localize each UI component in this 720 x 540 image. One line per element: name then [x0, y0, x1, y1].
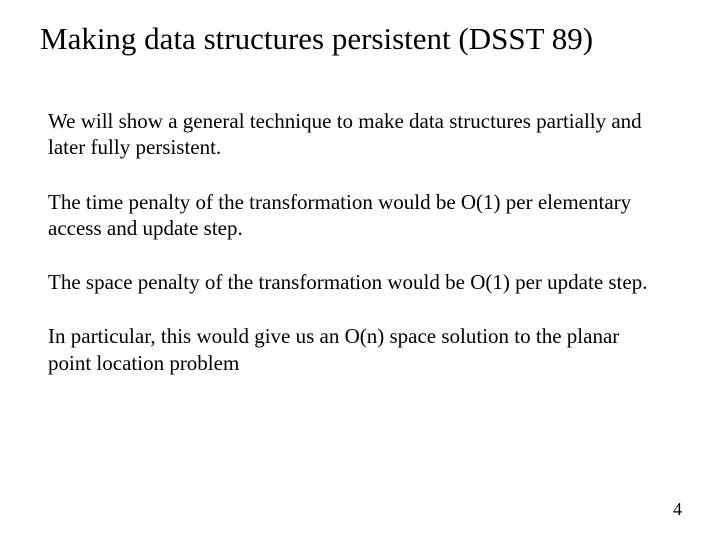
- paragraph-2: The time penalty of the transformation w…: [48, 189, 648, 242]
- slide-title: Making data structures persistent (DSST …: [40, 20, 700, 57]
- slide-body: We will show a general technique to make…: [48, 108, 648, 404]
- paragraph-1: We will show a general technique to make…: [48, 108, 648, 161]
- paragraph-4: In particular, this would give us an O(n…: [48, 323, 648, 376]
- paragraph-3: The space penalty of the transformation …: [48, 269, 648, 295]
- slide: Making data structures persistent (DSST …: [0, 0, 720, 540]
- page-number: 4: [673, 499, 682, 520]
